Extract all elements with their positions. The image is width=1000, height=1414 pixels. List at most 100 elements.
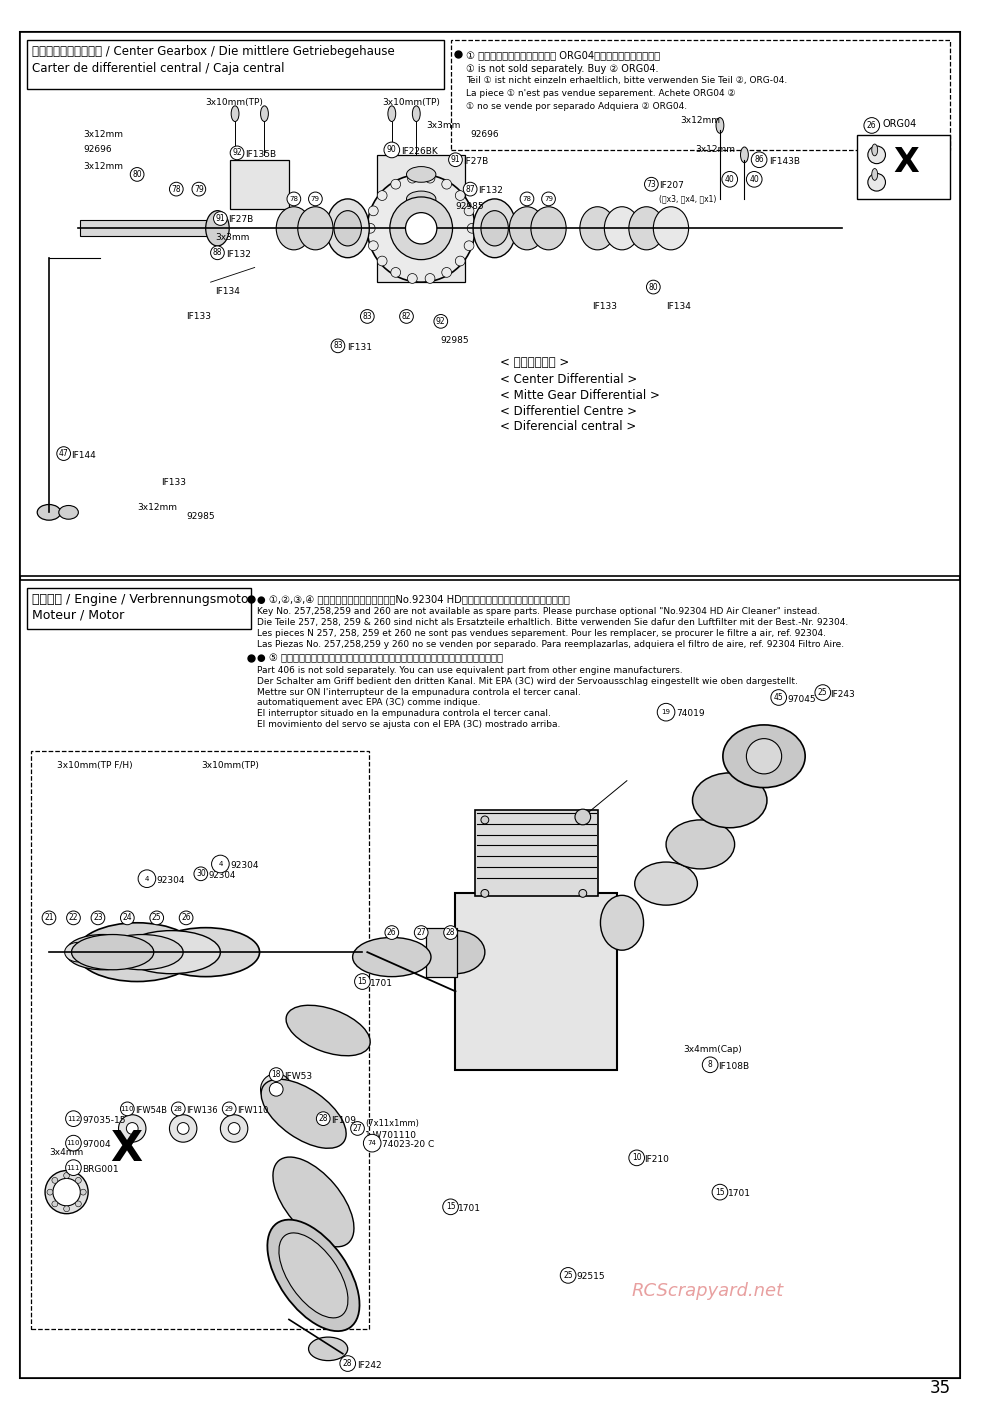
Circle shape <box>331 339 345 352</box>
Circle shape <box>171 1102 185 1116</box>
Text: 30: 30 <box>196 870 206 878</box>
Text: 26: 26 <box>867 122 877 130</box>
Text: 83: 83 <box>363 312 372 321</box>
Text: Die Teile 257, 258, 259 & 260 sind nicht als Ersatzteile erhaltlich. Bitte verwe: Die Teile 257, 258, 259 & 260 sind nicht… <box>257 618 848 628</box>
Text: 21: 21 <box>44 913 54 922</box>
Ellipse shape <box>279 1233 348 1318</box>
Circle shape <box>868 174 885 191</box>
Text: El interruptor situado en la empunadura controla el tercer canal.: El interruptor situado en la empunadura … <box>257 710 551 718</box>
Text: < センターデフ >: < センターデフ > <box>500 356 569 369</box>
Text: 3x3mm: 3x3mm <box>215 233 250 242</box>
Ellipse shape <box>261 1073 292 1104</box>
Ellipse shape <box>723 725 805 788</box>
Text: 3x4mm(Cap): 3x4mm(Cap) <box>684 1045 742 1055</box>
Text: IF131: IF131 <box>347 344 372 352</box>
Circle shape <box>425 273 435 283</box>
Ellipse shape <box>76 942 104 962</box>
Circle shape <box>179 911 193 925</box>
Circle shape <box>390 197 453 260</box>
Circle shape <box>579 816 587 824</box>
Circle shape <box>192 182 206 197</box>
Ellipse shape <box>635 863 697 905</box>
Ellipse shape <box>286 1005 370 1056</box>
Circle shape <box>542 192 555 206</box>
Circle shape <box>64 1206 70 1212</box>
Text: ① no se vende por separado Adquiera ② ORG04.: ① no se vende por separado Adquiera ② OR… <box>466 102 687 110</box>
Text: IFW53: IFW53 <box>284 1072 312 1080</box>
Text: 88: 88 <box>213 249 222 257</box>
Ellipse shape <box>716 117 724 133</box>
Ellipse shape <box>334 211 361 246</box>
Bar <box>27 588 251 629</box>
Text: 92985: 92985 <box>186 512 215 522</box>
Circle shape <box>269 1068 283 1082</box>
Circle shape <box>368 206 378 216</box>
Circle shape <box>722 171 738 187</box>
Text: 40: 40 <box>725 175 735 184</box>
Circle shape <box>80 1189 86 1195</box>
Ellipse shape <box>426 930 485 974</box>
Circle shape <box>316 1111 330 1126</box>
Text: ● ①,②,③,④ はパーツ販売していません。No.92304 HDエアークリーナーを使用してください。: ● ①,②,③,④ はパーツ販売していません。No.92304 HDエアークリー… <box>257 595 570 605</box>
Circle shape <box>384 141 400 158</box>
Text: 4: 4 <box>218 861 223 867</box>
Ellipse shape <box>170 942 198 962</box>
Ellipse shape <box>182 942 210 962</box>
Circle shape <box>377 256 387 266</box>
Text: 92: 92 <box>232 148 242 157</box>
Circle shape <box>64 1172 70 1178</box>
Ellipse shape <box>119 1114 146 1143</box>
Text: BRG001: BRG001 <box>82 1165 119 1174</box>
Text: 25: 25 <box>152 913 162 922</box>
Bar <box>377 154 465 283</box>
Ellipse shape <box>231 106 239 122</box>
Text: 112: 112 <box>67 1116 80 1121</box>
Text: Moteur / Motor: Moteur / Motor <box>32 608 125 621</box>
Text: < Differentiel Centre >: < Differentiel Centre > <box>500 404 637 417</box>
Circle shape <box>52 1178 58 1184</box>
Ellipse shape <box>220 1114 248 1143</box>
Text: 92515: 92515 <box>576 1273 605 1281</box>
Circle shape <box>42 911 56 925</box>
Text: 25: 25 <box>818 689 828 697</box>
Circle shape <box>646 280 660 294</box>
Circle shape <box>363 1134 381 1152</box>
Circle shape <box>75 1200 81 1206</box>
Text: 10: 10 <box>632 1154 641 1162</box>
Circle shape <box>214 212 227 225</box>
Circle shape <box>520 192 534 206</box>
Text: 78: 78 <box>171 185 181 194</box>
Text: 92696: 92696 <box>470 130 499 140</box>
Text: 83: 83 <box>333 341 343 351</box>
Text: La piece ① n'est pas vendue separement. Achete ORG04 ②: La piece ① n'est pas vendue separement. … <box>466 89 736 98</box>
Circle shape <box>66 1159 81 1175</box>
Circle shape <box>66 1111 81 1127</box>
Text: 97035-15: 97035-15 <box>82 1116 126 1124</box>
Text: 3x4mm: 3x4mm <box>49 1148 83 1157</box>
Text: 3x10mm(TP F/H): 3x10mm(TP F/H) <box>57 761 132 771</box>
Text: ORG04: ORG04 <box>883 119 917 129</box>
Text: 40: 40 <box>749 175 759 184</box>
Text: IF210: IF210 <box>645 1155 669 1164</box>
Text: 80: 80 <box>649 283 658 291</box>
Text: 92696: 92696 <box>83 146 112 154</box>
Bar <box>20 580 960 1379</box>
Text: 3x12mm: 3x12mm <box>137 502 177 512</box>
Text: 19: 19 <box>662 710 671 715</box>
Ellipse shape <box>37 505 61 520</box>
Text: 92985: 92985 <box>441 337 469 345</box>
Circle shape <box>443 1199 458 1215</box>
Text: 80: 80 <box>132 170 142 180</box>
Bar <box>31 751 369 1329</box>
Text: 8: 8 <box>708 1060 713 1069</box>
Circle shape <box>138 870 156 888</box>
Ellipse shape <box>261 1079 346 1148</box>
Text: IF226BK: IF226BK <box>402 147 438 156</box>
Text: 27: 27 <box>353 1124 362 1133</box>
Circle shape <box>579 889 587 898</box>
Ellipse shape <box>406 167 436 182</box>
Text: 92304: 92304 <box>157 875 185 885</box>
Text: 91: 91 <box>451 156 460 164</box>
Text: IF133: IF133 <box>593 301 618 311</box>
Text: 87: 87 <box>465 185 475 194</box>
